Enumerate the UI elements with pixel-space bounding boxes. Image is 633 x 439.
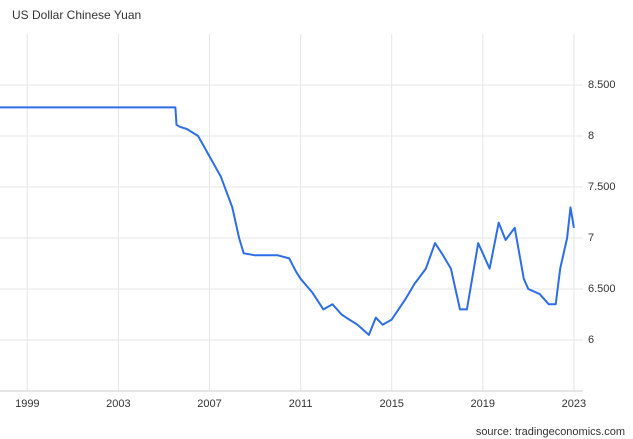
y-tick-label: 6 [588, 334, 594, 346]
x-tick-label: 2007 [197, 398, 221, 410]
source-note: source: tradingeconomics.com [476, 426, 625, 438]
series-line [0, 106, 575, 336]
x-tick-label: 2015 [379, 398, 403, 410]
y-tick-label: 8.500 [588, 79, 616, 91]
x-tick-label: 2019 [471, 398, 495, 410]
chart-title: US Dollar Chinese Yuan [12, 8, 141, 22]
y-tick-label: 8 [588, 130, 594, 142]
x-tick-label: 2023 [562, 398, 586, 410]
y-tick-label: 7 [588, 232, 594, 244]
y-tick-label: 7.500 [588, 181, 616, 193]
x-tick-label: 1999 [15, 398, 39, 410]
x-tick-label: 2011 [289, 398, 313, 410]
x-tick-label: 2003 [106, 398, 130, 410]
y-tick-label: 6.500 [588, 283, 616, 295]
